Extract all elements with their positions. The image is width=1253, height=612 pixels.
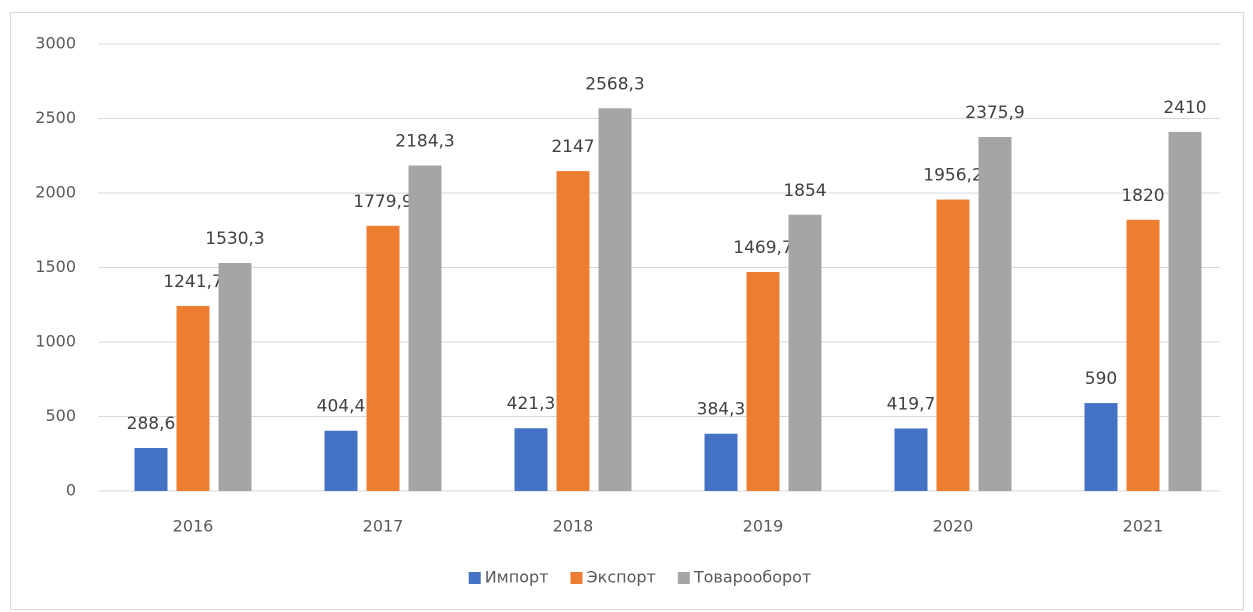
- bar: [746, 272, 780, 491]
- data-label: 2568,3: [585, 74, 644, 94]
- bar: [978, 136, 1012, 491]
- data-label: 1854: [783, 181, 826, 201]
- x-tick-label: 2019: [743, 517, 784, 536]
- y-tick-label: 0: [66, 481, 76, 500]
- bar: [704, 433, 738, 491]
- data-label: 1530,3: [205, 229, 264, 249]
- x-tick-label: 2021: [1123, 517, 1164, 536]
- legend-label: Импорт: [485, 568, 549, 587]
- bar: [894, 428, 928, 491]
- x-tick-label: 2017: [363, 517, 404, 536]
- data-label: 419,7: [887, 394, 936, 414]
- data-label: 1779,9: [353, 192, 412, 212]
- y-tick-label: 1000: [35, 332, 76, 351]
- bar: [1084, 403, 1118, 491]
- bar: [514, 428, 548, 491]
- data-label: 288,6: [127, 414, 176, 434]
- y-tick-label: 1500: [35, 257, 76, 276]
- data-label: 2184,3: [395, 132, 454, 152]
- data-label: 1241,7: [163, 272, 222, 292]
- bar: [598, 108, 632, 491]
- data-label: 1956,2: [923, 166, 982, 186]
- data-label: 1469,7: [733, 238, 792, 258]
- data-label: 384,3: [697, 400, 746, 420]
- data-label: 1820: [1121, 186, 1164, 206]
- data-label: 404,4: [317, 397, 366, 417]
- legend-label: Экспорт: [586, 568, 655, 587]
- bar: [218, 262, 252, 491]
- y-tick-label: 2500: [35, 108, 76, 127]
- data-label: 2147: [551, 137, 594, 157]
- bar: [324, 430, 358, 491]
- bar: [366, 225, 400, 491]
- y-tick-label: 2000: [35, 183, 76, 202]
- data-label: 421,3: [507, 394, 556, 414]
- legend-swatch: [570, 572, 583, 584]
- bar: [408, 165, 442, 491]
- bar: [134, 447, 168, 491]
- chart-border: [10, 12, 1244, 610]
- legend-swatch: [677, 572, 690, 584]
- x-tick-label: 2016: [173, 517, 214, 536]
- x-tick-label: 2018: [553, 517, 594, 536]
- data-label: 590: [1085, 369, 1117, 389]
- y-tick-label: 3000: [35, 34, 76, 53]
- legend: Импорт Экспорт Товарооборот: [468, 568, 811, 587]
- data-label: 2375,9: [965, 103, 1024, 123]
- x-tick-label: 2020: [933, 517, 974, 536]
- bar: [788, 214, 822, 491]
- bar: [1126, 219, 1160, 491]
- bar: [936, 199, 970, 492]
- data-label: 2410: [1163, 98, 1206, 118]
- legend-swatch: [468, 572, 481, 584]
- bar: [176, 305, 210, 491]
- y-tick-label: 500: [45, 406, 76, 425]
- legend-label: Товарооборот: [693, 568, 811, 587]
- bar: [556, 171, 590, 492]
- bar: [1168, 131, 1202, 491]
